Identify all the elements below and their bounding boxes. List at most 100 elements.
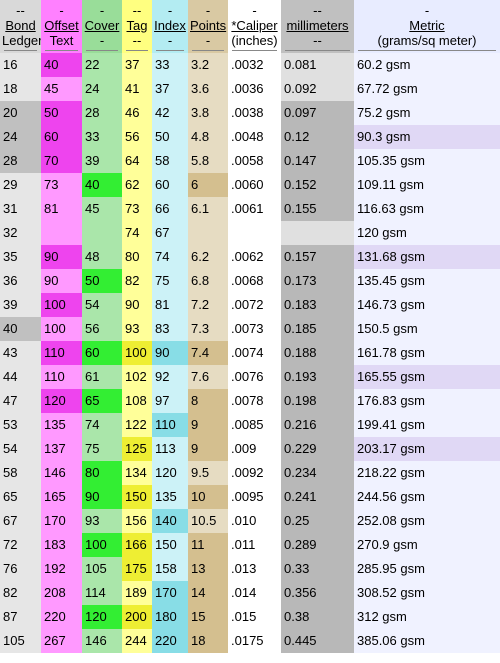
- cell-metric: 199.41 gsm: [354, 413, 500, 437]
- cell-bond: 105: [0, 629, 41, 653]
- table-row: 4411061102927.6.00760.193165.55 gsm: [0, 365, 500, 389]
- cell-offset: 183: [41, 533, 82, 557]
- table-row: 10526714624422018.01750.445385.06 gsm: [0, 629, 500, 653]
- cell-points: 13: [188, 557, 228, 581]
- cell-points: 3.8: [188, 101, 228, 125]
- cell-metric: 116.63 gsm: [354, 197, 500, 221]
- cell-points: 11: [188, 533, 228, 557]
- cell-cover: 75: [82, 437, 122, 461]
- cell-caliper: .0068: [228, 269, 281, 293]
- cell-mm: 0.445: [281, 629, 354, 653]
- cell-cover: 114: [82, 581, 122, 605]
- cell-points: 8: [188, 389, 228, 413]
- cell-metric: 67.72 gsm: [354, 77, 500, 101]
- cell-index: 220: [152, 629, 188, 653]
- cell-metric: 312 gsm: [354, 605, 500, 629]
- cell-bond: 35: [0, 245, 41, 269]
- cell-offset: 90: [41, 245, 82, 269]
- cell-offset: 73: [41, 173, 82, 197]
- cell-caliper: .009: [228, 437, 281, 461]
- cell-index: 90: [152, 341, 188, 365]
- table-row: 651659015013510.00950.241244.56 gsm: [0, 485, 500, 509]
- cell-mm: 0.216: [281, 413, 354, 437]
- cell-cover: 61: [82, 365, 122, 389]
- cell-metric: 90.3 gsm: [354, 125, 500, 149]
- cell-index: 135: [152, 485, 188, 509]
- cell-metric: 60.2 gsm: [354, 53, 500, 77]
- header-cover: -Cover-: [82, 0, 122, 53]
- cell-tag: 80: [122, 245, 152, 269]
- cell-caliper: .013: [228, 557, 281, 581]
- table-row: 7619210517515813.0130.33285.95 gsm: [0, 557, 500, 581]
- cell-tag: 122: [122, 413, 152, 437]
- cell-mm: [281, 221, 354, 245]
- cell-caliper: .010: [228, 509, 281, 533]
- cell-index: 83: [152, 317, 188, 341]
- cell-index: 113: [152, 437, 188, 461]
- cell-metric: 244.56 gsm: [354, 485, 500, 509]
- cell-caliper: .014: [228, 581, 281, 605]
- cell-cover: 93: [82, 509, 122, 533]
- table-row: 20502846423.8.00380.09775.2 gsm: [0, 101, 500, 125]
- cell-metric: 105.35 gsm: [354, 149, 500, 173]
- cell-tag: 56: [122, 125, 152, 149]
- cell-cover: 24: [82, 77, 122, 101]
- cell-mm: 0.356: [281, 581, 354, 605]
- cell-cover: 65: [82, 389, 122, 413]
- cell-offset: 81: [41, 197, 82, 221]
- header-mm: --millimeters--: [281, 0, 354, 53]
- cell-cover: 39: [82, 149, 122, 173]
- cell-points: 7.3: [188, 317, 228, 341]
- cell-metric: 146.73 gsm: [354, 293, 500, 317]
- cell-metric: 75.2 gsm: [354, 101, 500, 125]
- cell-caliper: .0175: [228, 629, 281, 653]
- header-tag: --Tag--: [122, 0, 152, 53]
- cell-bond: 28: [0, 149, 41, 173]
- cell-caliper: .0073: [228, 317, 281, 341]
- cell-offset: 45: [41, 77, 82, 101]
- cell-mm: 0.152: [281, 173, 354, 197]
- table-row: 327467120 gsm: [0, 221, 500, 245]
- cell-cover: 50: [82, 269, 122, 293]
- cell-offset: 137: [41, 437, 82, 461]
- cell-points: 5.8: [188, 149, 228, 173]
- cell-index: 140: [152, 509, 188, 533]
- header-row: --BondLedger-OffsetText-Cover---Tag---In…: [0, 0, 500, 53]
- cell-bond: 18: [0, 77, 41, 101]
- cell-mm: 0.25: [281, 509, 354, 533]
- table-row: 58146801341209.5.00920.234218.22 gsm: [0, 461, 500, 485]
- cell-mm: 0.38: [281, 605, 354, 629]
- cell-tag: 200: [122, 605, 152, 629]
- cell-cover: 120: [82, 605, 122, 629]
- cell-offset: 165: [41, 485, 82, 509]
- cell-mm: 0.193: [281, 365, 354, 389]
- cell-caliper: .0048: [228, 125, 281, 149]
- cell-cover: 90: [82, 485, 122, 509]
- cell-metric: 218.22 gsm: [354, 461, 500, 485]
- cell-cover: 33: [82, 125, 122, 149]
- cell-mm: 0.234: [281, 461, 354, 485]
- header-index: -Index-: [152, 0, 188, 53]
- cell-mm: 0.198: [281, 389, 354, 413]
- cell-offset: 100: [41, 293, 82, 317]
- cell-points: 6.1: [188, 197, 228, 221]
- cell-cover: 80: [82, 461, 122, 485]
- cell-mm: 0.185: [281, 317, 354, 341]
- cell-mm: 0.147: [281, 149, 354, 173]
- cell-metric: 120 gsm: [354, 221, 500, 245]
- cell-metric: 203.17 gsm: [354, 437, 500, 461]
- cell-mm: 0.155: [281, 197, 354, 221]
- cell-metric: 308.52 gsm: [354, 581, 500, 605]
- cell-points: 9: [188, 437, 228, 461]
- cell-offset: 110: [41, 341, 82, 365]
- cell-offset: 120: [41, 389, 82, 413]
- cell-offset: 40: [41, 53, 82, 77]
- cell-caliper: .0038: [228, 101, 281, 125]
- cell-metric: 165.55 gsm: [354, 365, 500, 389]
- cell-metric: 135.45 gsm: [354, 269, 500, 293]
- cell-cover: 146: [82, 629, 122, 653]
- table-row: 18452441373.6.00360.09267.72 gsm: [0, 77, 500, 101]
- table-row: 31814573666.1.00610.155116.63 gsm: [0, 197, 500, 221]
- cell-offset: 135: [41, 413, 82, 437]
- cell-cover: 28: [82, 101, 122, 125]
